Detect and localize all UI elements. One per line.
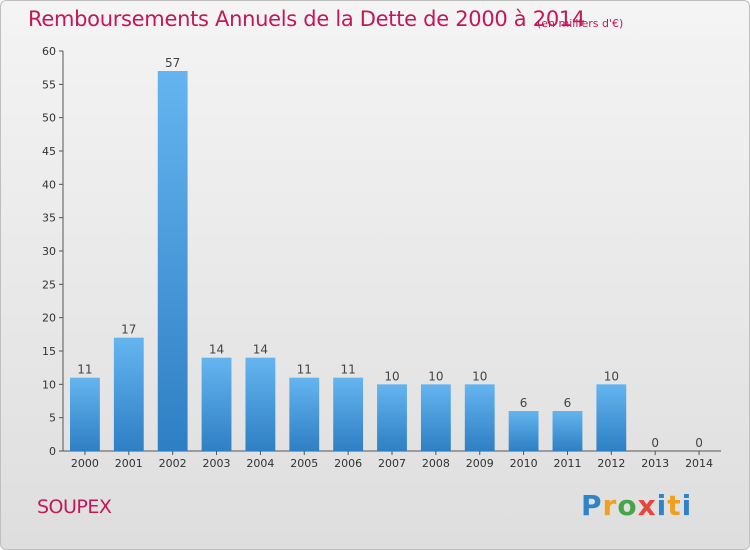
data-label-2006: 11: [340, 363, 355, 377]
bar-2011: [552, 411, 583, 451]
data-label-2005: 11: [297, 363, 312, 377]
data-label-2004: 14: [253, 343, 268, 357]
bar-2012: [596, 384, 627, 451]
bars: [70, 71, 627, 451]
bar-2006: [333, 377, 364, 451]
y-tick-label: 45: [42, 145, 56, 158]
y-tick-label: 60: [42, 45, 56, 58]
x-tick-label: 2004: [246, 457, 274, 470]
data-label-2012: 10: [604, 369, 619, 383]
x-tick-label: 2011: [553, 457, 581, 470]
x-tick-label: 2003: [203, 457, 231, 470]
bar-2003: [201, 357, 232, 451]
y-axis: 0 5 10 15 20 25 30 35 40 45 50 55 60: [42, 45, 64, 458]
x-tick-label: 2008: [422, 457, 450, 470]
bar-2001: [113, 337, 144, 451]
chart-unit: (en milliers d'€): [537, 17, 624, 30]
y-tick-label: 15: [42, 345, 56, 358]
bar-2010: [508, 411, 539, 451]
commune-name: SOUPEX: [37, 496, 112, 518]
data-labels: 11 17 57 14 14 11 11 10 10 10 6 6 10 0 0: [77, 56, 703, 450]
y-tick-label: 25: [42, 278, 56, 291]
bar-2009: [464, 384, 495, 451]
y-tick-label: 20: [42, 312, 56, 325]
y-tick-label: 35: [42, 212, 56, 225]
bar-2002: [157, 71, 188, 451]
y-tick-label: 40: [42, 178, 56, 191]
bar-2000: [70, 377, 100, 451]
x-tick-label: 2009: [466, 457, 494, 470]
bar-2004: [245, 357, 276, 451]
y-tick-label: 30: [42, 245, 56, 258]
x-tick-label: 2005: [290, 457, 318, 470]
data-label-2003: 14: [209, 343, 224, 357]
x-tick-label: 2007: [378, 457, 406, 470]
data-label-2007: 10: [384, 369, 399, 383]
bar-2008: [420, 384, 451, 451]
x-tick-label: 2000: [71, 457, 99, 470]
data-label-2000: 11: [77, 363, 92, 377]
data-label-2002: 57: [165, 56, 180, 70]
x-tick-label: 2010: [510, 457, 538, 470]
x-tick-label: 2006: [334, 457, 362, 470]
data-label-2001: 17: [121, 323, 136, 337]
y-tick-label: 10: [42, 378, 56, 391]
y-tick-label: 0: [49, 445, 56, 458]
bar-2007: [377, 384, 407, 451]
y-tick-label: 5: [49, 412, 56, 425]
proxiti-logo: Proxiti: [581, 489, 693, 522]
data-label-2011: 6: [564, 396, 572, 410]
x-tick-label: 2013: [641, 457, 669, 470]
data-label-2008: 10: [428, 369, 443, 383]
x-tick-label: 2012: [597, 457, 625, 470]
chart-title: Remboursements Annuels de la Dette de 20…: [28, 7, 585, 31]
x-tick-label: 2001: [115, 457, 143, 470]
x-tick-label: 2014: [685, 457, 713, 470]
data-label-2014: 0: [695, 436, 703, 450]
y-tick-label: 50: [42, 112, 56, 125]
data-label-2009: 10: [472, 369, 487, 383]
bar-2005: [289, 377, 320, 451]
y-tick-label: 55: [42, 78, 56, 91]
x-axis: 2000 2001 2002 2003 2004 2005 2006 2007 2008 2009…: [63, 450, 721, 470]
x-tick-label: 2002: [159, 457, 187, 470]
data-label-2010: 6: [520, 396, 528, 410]
data-label-2013: 0: [651, 436, 659, 450]
